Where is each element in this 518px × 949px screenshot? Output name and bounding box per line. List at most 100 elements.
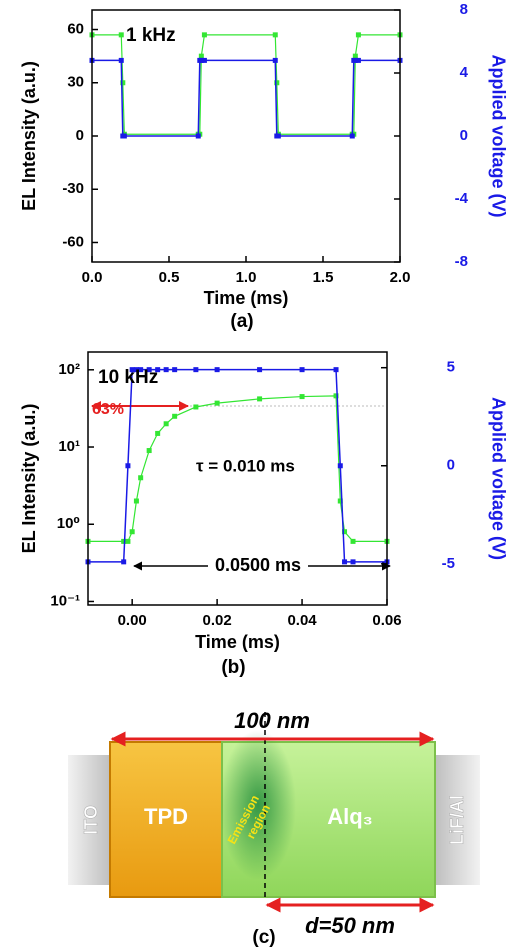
annotation: 10 kHz xyxy=(98,367,158,388)
data-point xyxy=(138,367,144,373)
x-axis-title: Time (ms) xyxy=(195,632,280,652)
data-point xyxy=(155,367,161,373)
y2-tick-label: 8 xyxy=(460,1,468,18)
data-point xyxy=(125,463,131,469)
data-point xyxy=(138,475,144,481)
data-point xyxy=(198,53,204,59)
data-point xyxy=(342,529,348,535)
data-point xyxy=(274,80,280,86)
data-point xyxy=(193,367,199,373)
data-point xyxy=(129,367,135,373)
y2-tick-label: -8 xyxy=(455,253,468,270)
data-point xyxy=(121,538,127,544)
x-tick-label: 0.06 xyxy=(372,612,401,629)
series-line xyxy=(92,34,400,135)
device-diagram: 100 nm d=50 nm ITO TPD Alq₃ LiF/Al Emiss… xyxy=(68,708,480,948)
data-point xyxy=(133,498,139,504)
plot-frame xyxy=(87,351,388,606)
dimension-label: d=50 nm xyxy=(305,913,395,938)
y-tick-label: -30 xyxy=(62,180,84,197)
y-tick-label: 10¹ xyxy=(58,438,80,455)
data-point xyxy=(349,133,355,139)
x-tick-label: 0.04 xyxy=(287,612,317,629)
data-point xyxy=(333,393,339,399)
y-tick-label: 60 xyxy=(67,20,84,37)
y-axis-title: EL Intensity (a.u.) xyxy=(19,404,39,554)
data-point xyxy=(337,463,343,469)
x-tick-label: 0.02 xyxy=(203,612,232,629)
annotation: τ = 0.010 ms xyxy=(196,456,295,475)
data-point xyxy=(121,559,127,565)
y2-axis-title: Applied voltage (V) xyxy=(488,397,508,560)
data-point xyxy=(214,400,220,406)
layer-label: ITO xyxy=(81,805,101,835)
annotation: 1 kHz xyxy=(126,25,176,46)
data-point xyxy=(129,529,135,535)
data-point xyxy=(172,413,178,419)
layer-label: Alq₃ xyxy=(327,804,373,829)
ito-layer xyxy=(68,755,112,885)
data-point xyxy=(299,394,305,400)
emission-glow xyxy=(220,730,296,880)
data-point xyxy=(337,498,343,504)
data-point xyxy=(355,57,361,63)
data-point xyxy=(172,367,178,373)
data-point xyxy=(272,57,278,63)
y2-tick-label: -4 xyxy=(455,190,469,207)
data-point xyxy=(201,32,207,38)
data-point xyxy=(352,57,358,63)
data-point xyxy=(163,421,169,427)
x-tick-label: 0.0 xyxy=(82,269,103,286)
data-point xyxy=(350,559,356,565)
annotation: 0.0500 ms xyxy=(215,555,301,575)
y-tick-label: 0 xyxy=(76,127,84,144)
data-point xyxy=(163,367,169,373)
data-point xyxy=(121,133,127,139)
data-point xyxy=(118,32,124,38)
data-point xyxy=(299,367,305,373)
data-point xyxy=(193,404,199,410)
data-point xyxy=(195,133,201,139)
y2-tick-label: -5 xyxy=(442,555,455,572)
x-tick-label: 0.5 xyxy=(159,269,180,286)
y2-tick-label: 5 xyxy=(447,359,455,376)
x-axis-title: Time (ms) xyxy=(204,288,289,308)
y-axis-title: EL Intensity (a.u.) xyxy=(19,61,39,211)
data-point xyxy=(120,80,126,86)
lif-layer xyxy=(434,755,480,885)
data-point xyxy=(333,367,339,373)
panel-label: (b) xyxy=(221,657,245,678)
data-point xyxy=(257,367,263,373)
layer-label: LiF/Al xyxy=(447,795,467,845)
data-point xyxy=(352,53,358,59)
data-point xyxy=(350,538,356,544)
y2-tick-label: 4 xyxy=(460,64,469,81)
data-point xyxy=(214,367,220,373)
data-point xyxy=(198,57,204,63)
y2-axis-title: Applied voltage (V) xyxy=(488,54,508,217)
y2-tick-label: 0 xyxy=(447,457,455,474)
y-tick-label: 10⁻¹ xyxy=(50,592,80,609)
data-point xyxy=(155,430,161,436)
annotation: 63% xyxy=(92,401,124,418)
y2-tick-label: 0 xyxy=(460,127,468,144)
x-tick-label: 0.00 xyxy=(118,612,147,629)
data-point xyxy=(118,57,124,63)
data-point xyxy=(257,396,263,402)
data-point xyxy=(146,448,152,454)
x-tick-label: 1.0 xyxy=(236,269,257,286)
data-point xyxy=(125,538,131,544)
x-tick-label: 1.5 xyxy=(313,269,334,286)
data-point xyxy=(201,57,207,63)
x-tick-label: 2.0 xyxy=(390,269,411,286)
y-tick-label: -60 xyxy=(62,233,84,250)
panel-label: (a) xyxy=(230,311,253,332)
data-point xyxy=(275,133,281,139)
data-point xyxy=(272,32,278,38)
y-tick-label: 10² xyxy=(58,361,80,378)
data-point xyxy=(355,32,361,38)
data-point xyxy=(146,367,152,373)
panel-label: (c) xyxy=(252,927,275,948)
data-point xyxy=(342,559,348,565)
